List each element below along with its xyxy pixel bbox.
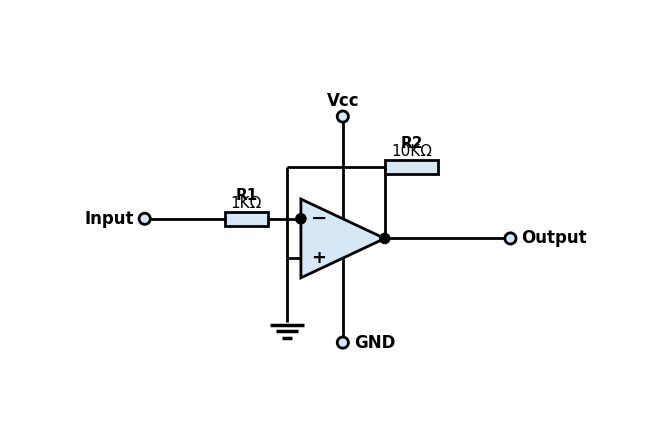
- Circle shape: [139, 213, 150, 225]
- Text: 10KΩ: 10KΩ: [391, 145, 432, 160]
- Circle shape: [380, 233, 390, 244]
- Text: R1: R1: [235, 188, 258, 203]
- Text: 1KΩ: 1KΩ: [231, 196, 262, 211]
- Circle shape: [505, 233, 516, 244]
- Text: Input: Input: [84, 210, 134, 228]
- Text: −: −: [310, 209, 327, 228]
- Circle shape: [296, 213, 306, 224]
- Polygon shape: [301, 199, 385, 278]
- Text: +: +: [311, 249, 326, 267]
- Bar: [385, 160, 438, 174]
- Circle shape: [337, 111, 349, 122]
- Text: Vcc: Vcc: [326, 92, 359, 110]
- Circle shape: [337, 337, 349, 348]
- Text: GND: GND: [354, 334, 395, 351]
- Bar: [225, 212, 268, 225]
- Text: R2: R2: [400, 136, 422, 151]
- Text: Output: Output: [522, 229, 587, 248]
